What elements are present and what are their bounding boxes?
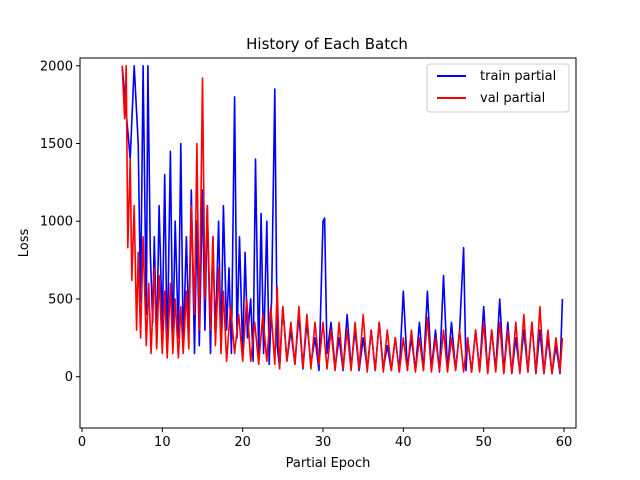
y-tick-label: 1500 (40, 137, 73, 152)
x-tick-label: 20 (234, 435, 251, 450)
x-tick-label: 0 (78, 435, 86, 450)
x-tick-label: 30 (315, 435, 332, 450)
series-line-val-partial (121, 65, 564, 375)
x-axis-ticks: 0 10 20 30 40 50 60 (78, 428, 572, 450)
y-tick-label: 1000 (40, 215, 73, 230)
x-tick-label: 40 (395, 435, 412, 450)
legend: train partial val partial (426, 63, 570, 113)
series-layer (121, 65, 564, 375)
legend-label-train: train partial (480, 69, 556, 84)
x-axis-title: Partial Epoch (286, 456, 371, 471)
y-axis-title: Loss (17, 229, 32, 258)
x-tick-label: 10 (154, 435, 171, 450)
legend-label-val: val partial (480, 91, 545, 106)
y-tick-label: 0 (65, 370, 73, 385)
x-tick-label: 50 (475, 435, 492, 450)
y-tick-label: 2000 (40, 59, 73, 74)
y-tick-label: 500 (48, 292, 73, 307)
plot-area-frame (79, 57, 577, 429)
chart-title: History of Each Batch (246, 35, 408, 53)
x-tick-label: 60 (556, 435, 573, 450)
y-axis-ticks: 0 500 1000 1500 2000 (40, 59, 80, 385)
